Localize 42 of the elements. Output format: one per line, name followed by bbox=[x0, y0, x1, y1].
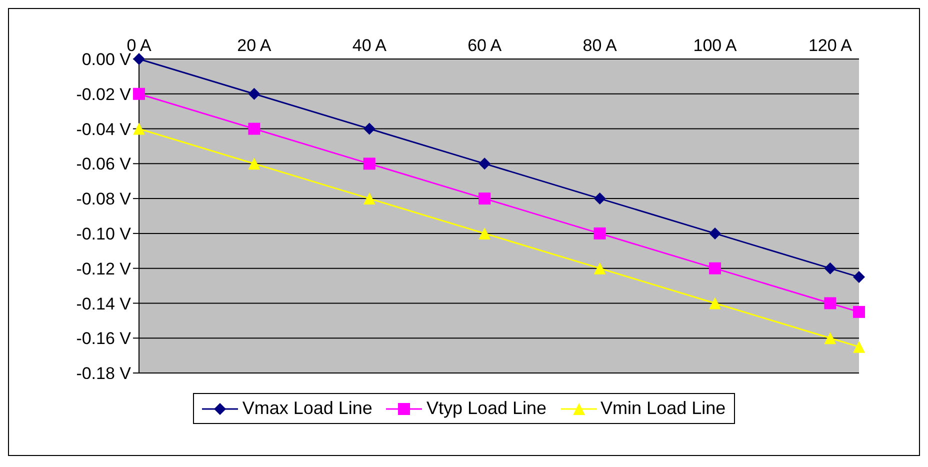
y-tick-label: -0.02 V bbox=[76, 84, 132, 104]
point bbox=[594, 227, 606, 240]
y-tick-label: 0.00 V bbox=[82, 50, 132, 70]
y-tick-label: -0.04 V bbox=[76, 120, 132, 139]
point bbox=[824, 332, 836, 344]
point bbox=[853, 340, 865, 353]
y-tick-label: -0.18 V bbox=[76, 364, 132, 384]
x-tick-label: 40 A bbox=[352, 36, 388, 55]
y-tick-label: -0.16 V bbox=[76, 329, 132, 348]
point bbox=[248, 88, 260, 100]
point bbox=[594, 192, 606, 205]
point bbox=[478, 227, 491, 240]
point bbox=[248, 158, 260, 170]
point bbox=[853, 306, 865, 318]
legend-label: Vmax Load Line bbox=[242, 398, 372, 419]
point bbox=[478, 158, 491, 170]
x-tick-label: 60 A bbox=[468, 36, 502, 55]
point bbox=[709, 227, 721, 240]
point bbox=[594, 262, 606, 274]
point bbox=[709, 297, 721, 310]
x-tick-label: 120 A bbox=[808, 36, 853, 55]
y-tick-label: -0.10 V bbox=[76, 224, 132, 244]
x-tick-label: 80 A bbox=[582, 36, 618, 55]
point bbox=[824, 262, 836, 274]
legend-label: Vtyp Load Line bbox=[426, 398, 547, 419]
point bbox=[709, 262, 721, 274]
y-tick-label: -0.12 V bbox=[76, 259, 132, 278]
point bbox=[363, 158, 376, 170]
y-tick-label: -0.14 V bbox=[76, 294, 132, 314]
x-tick-label: 100 A bbox=[693, 36, 738, 55]
y-tick-label: -0.06 V bbox=[76, 154, 132, 174]
point bbox=[363, 192, 376, 205]
point bbox=[133, 122, 145, 135]
point bbox=[248, 122, 260, 135]
point bbox=[363, 122, 376, 135]
point bbox=[133, 88, 145, 100]
y-tick-label: -0.08 V bbox=[76, 190, 132, 209]
x-tick-label: 20 A bbox=[237, 36, 272, 55]
point bbox=[478, 192, 491, 205]
point bbox=[853, 271, 865, 284]
point bbox=[824, 297, 836, 310]
legend-label: Vmin Load Line bbox=[600, 398, 726, 419]
